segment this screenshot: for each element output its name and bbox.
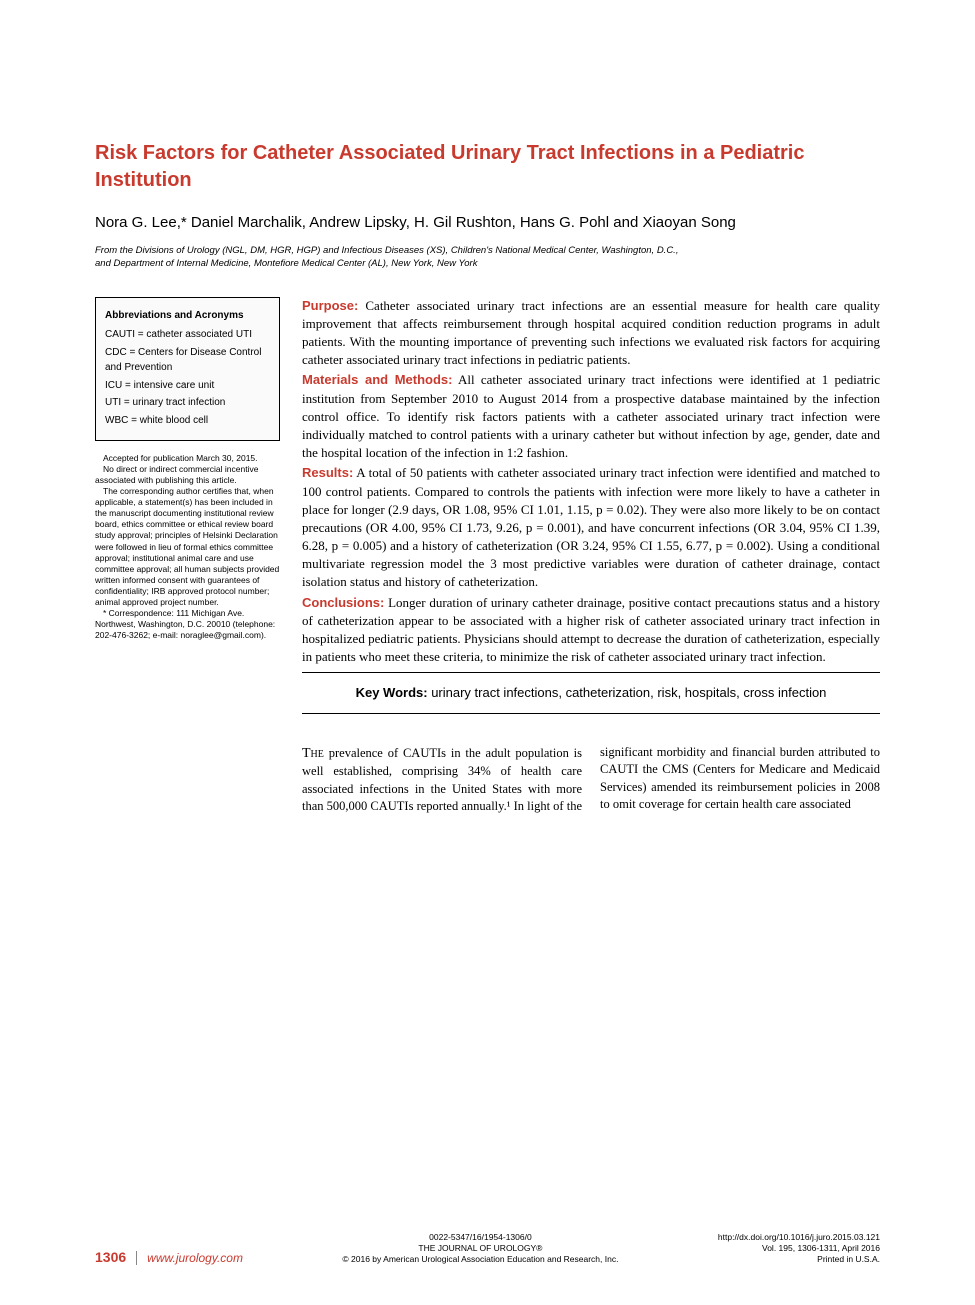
note-accepted: Accepted for publication March 30, 2015.: [95, 453, 280, 464]
footer-issn: 0022-5347/16/1954-1306/0: [243, 1232, 718, 1243]
keywords-block: Key Words: urinary tract infections, cat…: [302, 679, 880, 707]
divider: [302, 672, 880, 673]
abbreviations-heading: Abbreviations and Acronyms: [105, 308, 270, 324]
results-label: Results:: [302, 465, 353, 480]
results-text: A total of 50 patients with catheter ass…: [302, 465, 880, 589]
main-content-area: Abbreviations and Acronyms CAUTI = cathe…: [95, 297, 880, 720]
note-incentive: No direct or indirect commercial incenti…: [95, 464, 280, 486]
abstract-purpose: Purpose: Catheter associated urinary tra…: [302, 297, 880, 370]
body-first-word: The: [302, 746, 324, 761]
abbrev-item: CAUTI = catheter associated UTI: [105, 327, 270, 343]
sidebar-notes: Accepted for publication March 30, 2015.…: [95, 453, 280, 641]
conclusions-text: Longer duration of urinary catheter drai…: [302, 595, 880, 665]
note-correspondence: * Correspondence: 111 Michigan Ave. Nort…: [95, 608, 280, 641]
footer-printed: Printed in U.S.A.: [718, 1254, 880, 1265]
keywords-label: Key Words:: [356, 685, 428, 700]
conclusions-label: Conclusions:: [302, 595, 384, 610]
page-number: 1306: [95, 1249, 126, 1265]
methods-label: Materials and Methods:: [302, 372, 452, 387]
body-text: The prevalence of CAUTIs in the adult po…: [302, 744, 880, 816]
abstract-methods: Materials and Methods: All catheter asso…: [302, 371, 880, 462]
abbrev-item: CDC = Centers for Disease Control and Pr…: [105, 345, 270, 376]
affiliation-text: From the Divisions of Urology (NGL, DM, …: [95, 245, 695, 271]
footer-volume: Vol. 195, 1306-1311, April 2016: [718, 1243, 880, 1254]
divider: [302, 713, 880, 714]
purpose-text: Catheter associated urinary tract infect…: [302, 298, 880, 368]
note-irb: The corresponding author certifies that,…: [95, 486, 280, 608]
abstract-results: Results: A total of 50 patients with cat…: [302, 464, 880, 591]
sidebar: Abbreviations and Acronyms CAUTI = cathe…: [95, 297, 280, 720]
authors-list: Nora G. Lee,* Daniel Marchalik, Andrew L…: [95, 212, 880, 233]
abbrev-item: ICU = intensive care unit: [105, 378, 270, 394]
body-paragraph: prevalence of CAUTIs in the adult popula…: [302, 745, 880, 814]
article-title: Risk Factors for Catheter Associated Uri…: [95, 140, 880, 194]
page-footer: 1306 www.jurology.com 0022-5347/16/1954-…: [95, 1232, 880, 1265]
footer-journal-name: THE JOURNAL OF UROLOGY®: [243, 1243, 718, 1254]
abstract-conclusions: Conclusions: Longer duration of urinary …: [302, 594, 880, 667]
abbreviations-box: Abbreviations and Acronyms CAUTI = cathe…: [95, 297, 280, 442]
footer-right: http://dx.doi.org/10.1016/j.juro.2015.03…: [718, 1232, 880, 1265]
purpose-label: Purpose:: [302, 298, 358, 313]
abbrev-item: UTI = urinary tract infection: [105, 395, 270, 411]
journal-url: www.jurology.com: [136, 1251, 243, 1265]
footer-center: 0022-5347/16/1954-1306/0 THE JOURNAL OF …: [243, 1232, 718, 1265]
footer-doi: http://dx.doi.org/10.1016/j.juro.2015.03…: [718, 1232, 880, 1243]
abbrev-item: WBC = white blood cell: [105, 413, 270, 429]
footer-copyright: © 2016 by American Urological Associatio…: [243, 1254, 718, 1265]
keywords-text: urinary tract infections, catheterizatio…: [428, 685, 827, 700]
abstract-block: Purpose: Catheter associated urinary tra…: [302, 297, 880, 720]
